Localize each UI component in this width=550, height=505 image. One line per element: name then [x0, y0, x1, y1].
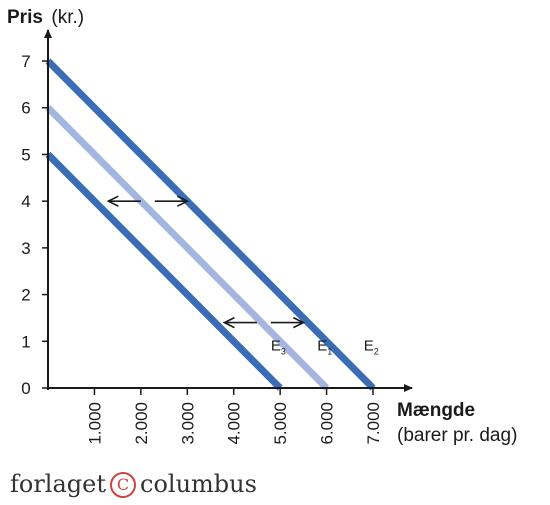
- y-axis-title-unit: (kr.): [51, 7, 84, 28]
- series-label-base: E: [364, 338, 374, 355]
- series-label-e3: E3: [271, 338, 286, 357]
- series-line-e2: [45, 58, 376, 391]
- y-tick-label: 2: [21, 286, 30, 305]
- x-tick-label: 6.000: [318, 402, 337, 445]
- series-line-e1: [45, 105, 330, 391]
- y-tick-label: 7: [21, 52, 30, 71]
- y-tick-label: 3: [21, 239, 30, 258]
- x-tick-label: 2.000: [132, 402, 151, 445]
- series-label-e1: E1: [317, 338, 332, 357]
- x-tick-label: 1.000: [85, 402, 104, 445]
- demand-lines: [45, 58, 376, 391]
- series-label-base: E: [271, 338, 281, 355]
- x-tick-label: 5.000: [271, 402, 290, 445]
- y-tick-label: 0: [21, 379, 30, 398]
- x-axis-title-unit: (barer pr. dag): [397, 425, 517, 446]
- y-axis-title-main: Pris: [7, 7, 43, 28]
- y-axis-title: Pris (kr.): [7, 7, 84, 28]
- axis-ticks: 0 1 2 3 4 5 6 7 1.000 2.000 3.000 4.000 5.000 6.000 7.…: [21, 52, 383, 445]
- series-label-e2: E2: [364, 338, 379, 357]
- series-label-subscript: 3: [281, 347, 286, 357]
- series-label-subscript: 2: [374, 347, 379, 357]
- y-tick-label: 6: [21, 99, 30, 118]
- x-tick-label: 4.000: [225, 402, 244, 445]
- shift-arrows: [106, 195, 306, 329]
- y-tick-label: 5: [21, 145, 30, 164]
- y-tick-label: 1: [21, 332, 30, 351]
- series-label-base: E: [317, 338, 327, 355]
- series-line-e3: [45, 151, 283, 391]
- x-tick-label: 7.000: [364, 402, 383, 445]
- x-tick-label: 3.000: [178, 402, 197, 445]
- series-label-subscript: 1: [327, 347, 332, 357]
- copyright-icon: C: [110, 472, 136, 498]
- publisher-name-right: columbus: [140, 470, 257, 498]
- publisher-name-left: forlaget: [10, 470, 106, 498]
- y-tick-label: 4: [21, 192, 30, 211]
- x-axis-title-main: Mængde: [397, 400, 475, 421]
